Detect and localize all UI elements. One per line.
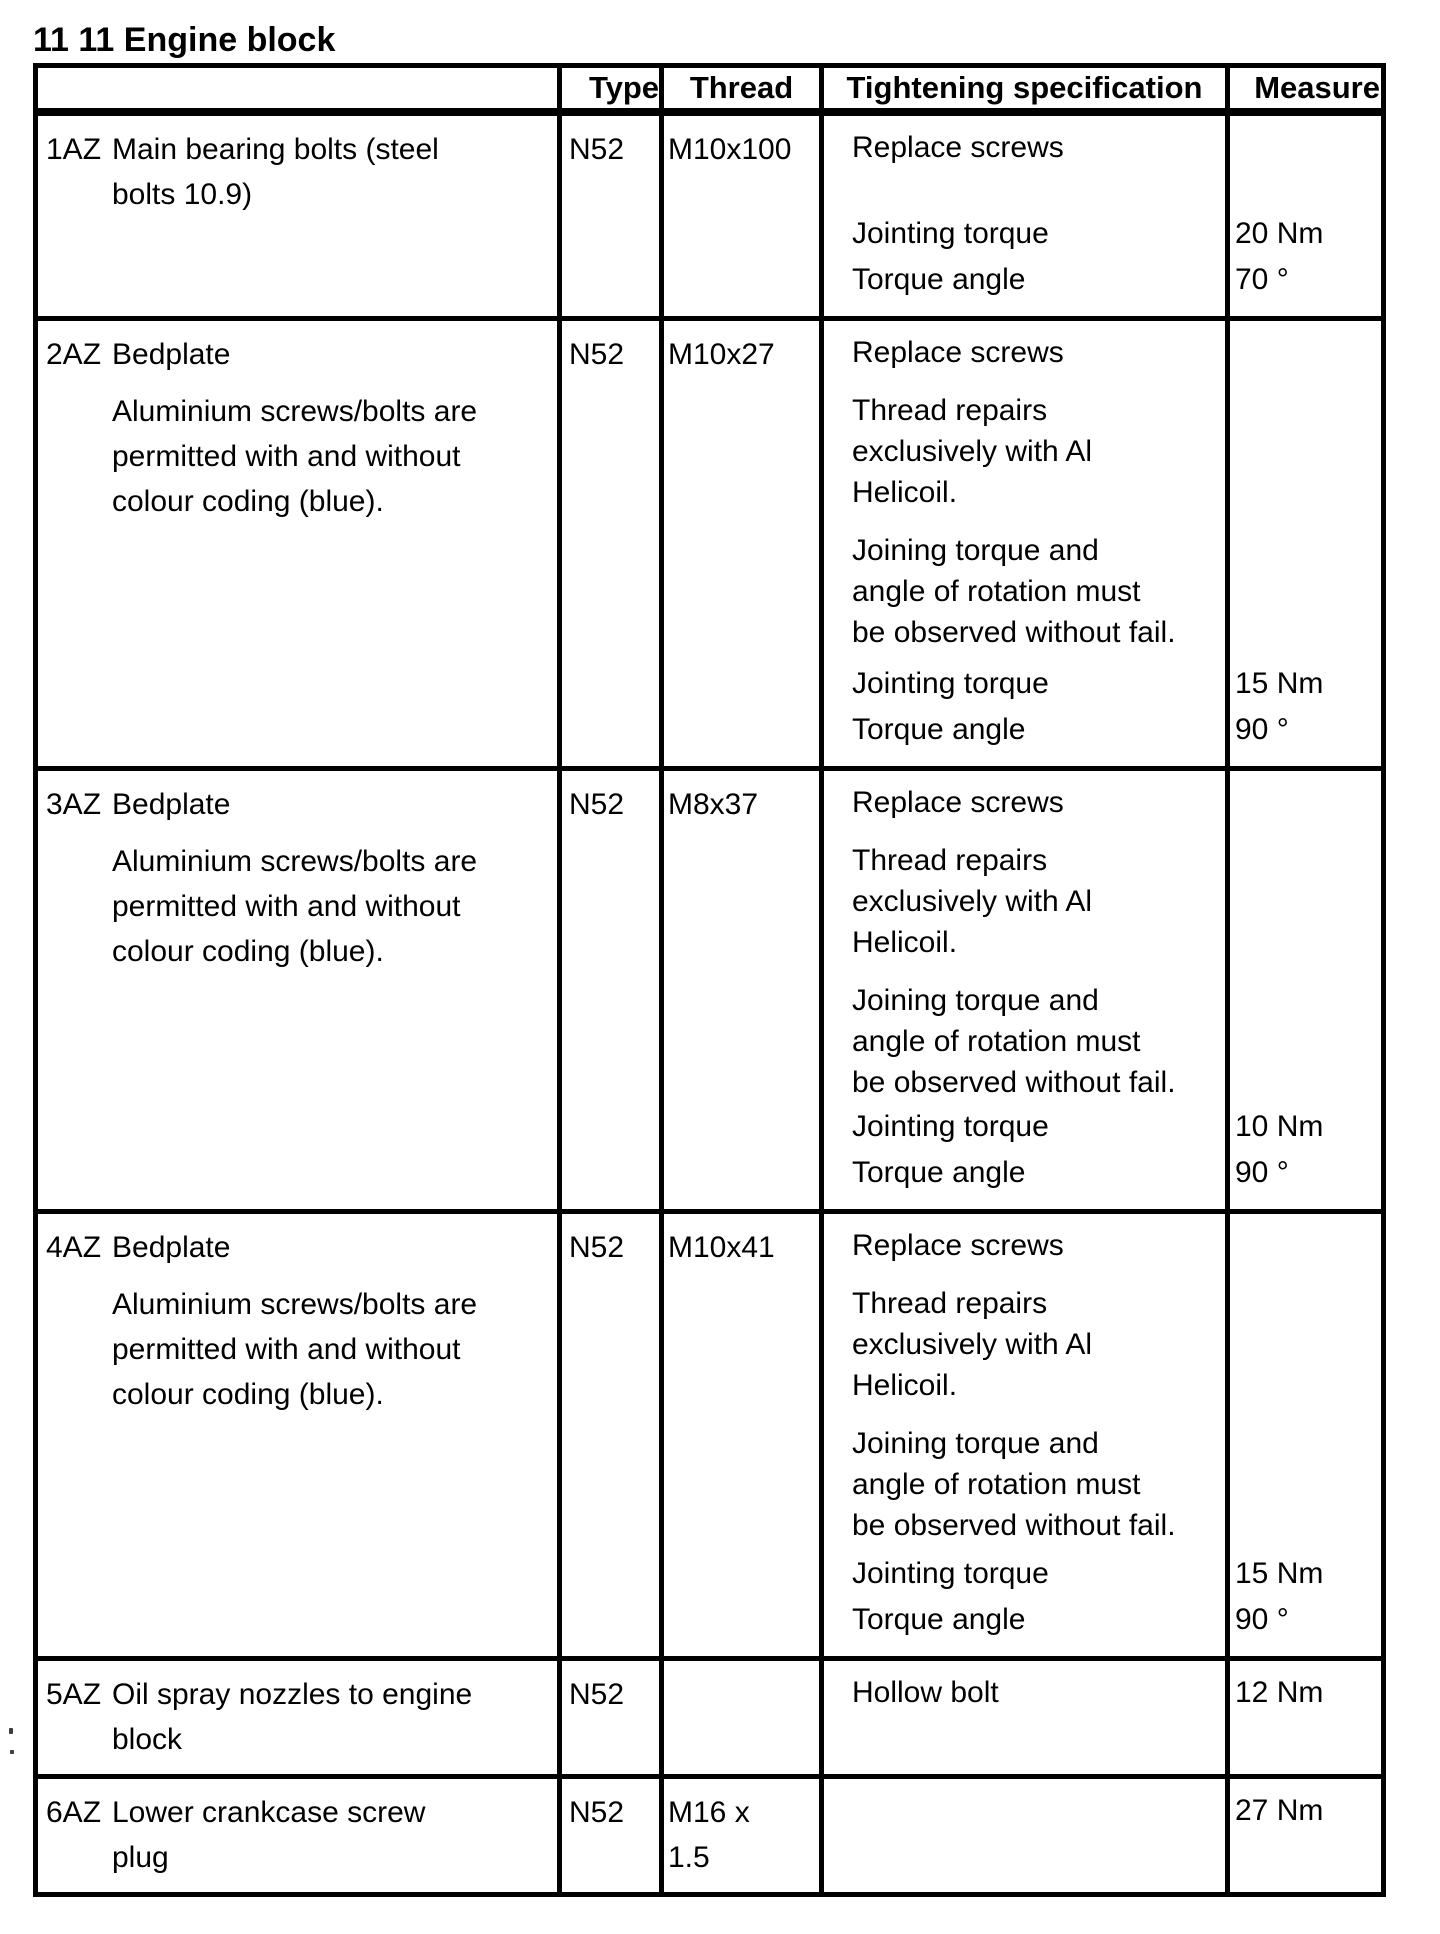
- engine-block-spec-table: Type Thread Tightening specification Mea…: [33, 63, 1386, 1897]
- torque-label: Jointing torque: [852, 217, 1049, 250]
- row-id: 5AZ: [46, 1678, 102, 1711]
- spec-paragraph: Replace screws: [852, 786, 1064, 819]
- torque-value: 20 Nm: [1235, 217, 1324, 250]
- header-cell-thread: Thread: [664, 68, 824, 108]
- measure-cell: 15 Nm 90 °: [1230, 1214, 1381, 1656]
- measure-value: 27 Nm: [1235, 1794, 1324, 1827]
- spec-cell: Replace screws Jointing torque Torque an…: [824, 116, 1230, 316]
- angle-label: Torque angle: [852, 1603, 1026, 1636]
- header-cell-item: [38, 68, 562, 108]
- row-id: 6AZ: [46, 1796, 102, 1829]
- torque-value: 15 Nm: [1235, 1557, 1324, 1590]
- table-row-4az: 4AZ Bedplate Aluminium screws/bolts are …: [38, 1214, 1381, 1661]
- spec-cell: Replace screws Thread repairs exclusivel…: [824, 321, 1230, 766]
- page-title: 11 11 Engine block: [33, 21, 336, 59]
- type-value: N52: [562, 1779, 664, 1892]
- item-note: Aluminium screws/bolts are permitted wit…: [112, 845, 478, 968]
- spec-paragraph: Thread repairs exclusively with Al Helic…: [852, 1287, 1093, 1402]
- row-id: 1AZ: [46, 133, 102, 166]
- torque-value: 10 Nm: [1235, 1110, 1324, 1143]
- table-row-2az: 2AZ Bedplate Aluminium screws/bolts are …: [38, 321, 1381, 771]
- type-value: N52: [562, 321, 664, 766]
- angle-value: 90 °: [1235, 1603, 1289, 1636]
- header-cell-type: Type: [562, 68, 664, 108]
- item-note: Aluminium screws/bolts are permitted wit…: [112, 1288, 478, 1411]
- spec-paragraph: Joining torque and angle of rotation mus…: [852, 1427, 1176, 1542]
- thread-value: M10x27: [664, 321, 824, 766]
- item-cell: 6AZ Lower crankcase screw plug: [38, 1779, 562, 1892]
- spec-paragraph: Joining torque and angle of rotation mus…: [852, 534, 1176, 649]
- torque-value: 15 Nm: [1235, 667, 1324, 700]
- item-note: Aluminium screws/bolts are permitted wit…: [112, 395, 478, 518]
- row-id: 3AZ: [46, 788, 102, 821]
- item-name: Oil spray nozzles to engine block: [112, 1678, 473, 1756]
- scan-artifact-dot: [10, 1750, 14, 1754]
- type-value: N52: [562, 771, 664, 1209]
- spec-paragraph: Thread repairs exclusively with Al Helic…: [852, 844, 1093, 959]
- angle-value: 90 °: [1235, 713, 1289, 746]
- row-id: 2AZ: [46, 338, 102, 371]
- measure-cell: 12 Nm: [1230, 1661, 1381, 1774]
- type-value: N52: [562, 1661, 664, 1774]
- table-row-5az: 5AZ Oil spray nozzles to engine block N5…: [38, 1661, 1381, 1779]
- row-id: 4AZ: [46, 1231, 102, 1264]
- header-cell-measure: Measure: [1254, 70, 1380, 105]
- table-row-1az: 1AZ Main bearing bolts (steel bolts 10.9…: [38, 116, 1381, 321]
- angle-label: Torque angle: [852, 1156, 1026, 1189]
- torque-label: Jointing torque: [852, 667, 1049, 700]
- spec-cell: Replace screws Thread repairs exclusivel…: [824, 1214, 1230, 1656]
- item-cell: 4AZ Bedplate Aluminium screws/bolts are …: [38, 1214, 562, 1656]
- measure-cell: 10 Nm 90 °: [1230, 771, 1381, 1209]
- spec-paragraph: Thread repairs exclusively with Al Helic…: [852, 394, 1093, 509]
- angle-label: Torque angle: [852, 713, 1026, 746]
- item-cell: 2AZ Bedplate Aluminium screws/bolts are …: [38, 321, 562, 766]
- angle-label: Torque angle: [852, 263, 1026, 296]
- thread-value: M10x41: [664, 1214, 824, 1656]
- spec-paragraph: Hollow bolt: [852, 1676, 999, 1709]
- measure-cell: 27 Nm: [1230, 1779, 1381, 1892]
- item-cell: 3AZ Bedplate Aluminium screws/bolts are …: [38, 771, 562, 1209]
- spec-paragraph: Replace screws: [852, 1229, 1064, 1262]
- table-row-6az: 6AZ Lower crankcase screw plug N52 M16 x…: [38, 1779, 1381, 1892]
- measure-cell: 20 Nm 70 °: [1230, 116, 1381, 316]
- table-row-3az: 3AZ Bedplate Aluminium screws/bolts are …: [38, 771, 1381, 1214]
- item-cell: 1AZ Main bearing bolts (steel bolts 10.9…: [38, 116, 562, 316]
- measure-cell: 15 Nm 90 °: [1230, 321, 1381, 766]
- thread-value: M10x100: [664, 116, 824, 316]
- item-name: Bedplate: [112, 338, 231, 371]
- type-value: N52: [562, 116, 664, 316]
- spec-cell: Hollow bolt: [824, 1661, 1230, 1774]
- spec-cell: [824, 1779, 1230, 1892]
- item-cell: 5AZ Oil spray nozzles to engine block: [38, 1661, 562, 1774]
- spec-paragraph: Replace screws: [852, 131, 1064, 164]
- spec-paragraph: Replace screws: [852, 336, 1064, 369]
- item-name: Bedplate: [112, 788, 231, 821]
- measure-value: 12 Nm: [1235, 1676, 1324, 1709]
- spec-paragraph: Joining torque and angle of rotation mus…: [852, 984, 1176, 1099]
- item-name: Main bearing bolts (steel bolts 10.9): [112, 133, 439, 211]
- torque-label: Jointing torque: [852, 1110, 1049, 1143]
- header-row: Type Thread Tightening specification Mea…: [38, 68, 1381, 116]
- torque-label: Jointing torque: [852, 1557, 1049, 1590]
- item-name: Lower crankcase screw plug: [112, 1796, 426, 1874]
- scan-artifact-dot: [9, 1728, 13, 1734]
- thread-value: M16 x 1.5: [664, 1779, 824, 1892]
- header-cell-tightening-specification: Tightening specification: [824, 68, 1230, 108]
- angle-value: 90 °: [1235, 1156, 1289, 1189]
- thread-value: [664, 1661, 824, 1774]
- thread-value: M8x37: [664, 771, 824, 1209]
- angle-value: 70 °: [1235, 263, 1289, 296]
- type-value: N52: [562, 1214, 664, 1656]
- item-name: Bedplate: [112, 1231, 231, 1264]
- spec-cell: Replace screws Thread repairs exclusivel…: [824, 771, 1230, 1209]
